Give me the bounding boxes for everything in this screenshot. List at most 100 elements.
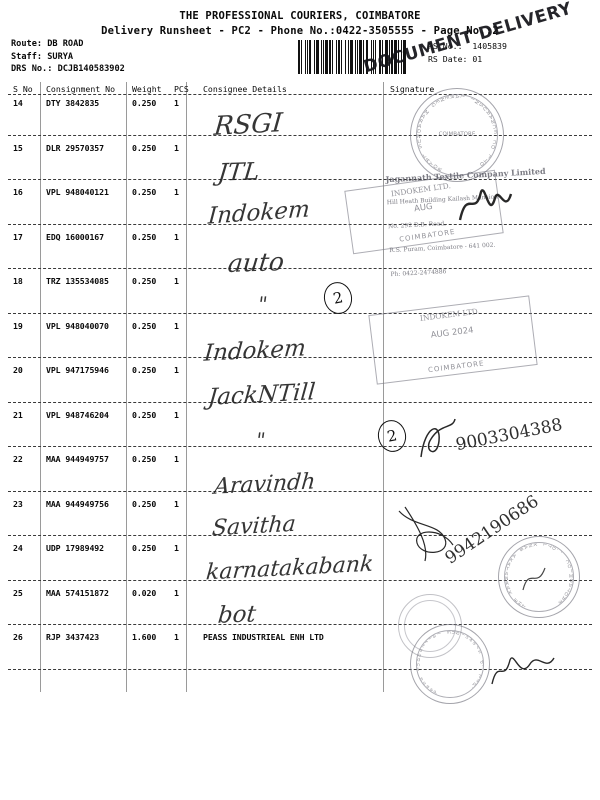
cell-consignment_no: RJP 3437423 [46,632,100,642]
cell-consignment_no: TRZ 135534085 [46,276,109,286]
cell-s_no: 20 [13,365,23,375]
column-header-s-no: S No [13,84,33,94]
signature-scribble-1 [458,189,513,221]
cell-s_no: 22 [13,454,23,464]
cell-weight: 0.250 [132,543,157,553]
cell-s_no: 16 [13,187,23,197]
signature-scribble-2 [420,418,456,458]
cell-pcs: 1 [174,231,179,242]
column-divider-consignee [383,82,384,692]
cell-pcs: 1 [174,409,179,420]
signature-scribble-4 [491,657,555,685]
cell-s_no: 19 [13,320,23,331]
royal-sundaram-core: COIMBATORE [438,131,476,138]
column-divider-consignment [126,82,127,692]
cell-weight: 0.020 [132,587,157,598]
cell-weight: 0.250 [132,454,157,464]
cell-pcs: 1 [174,632,179,642]
consignment-barcode [298,40,420,74]
cell-s_no: 26 [13,632,23,642]
cell-consignment_no: VPL 948040121 [46,187,109,197]
cell-s_no: 18 [13,276,23,286]
page-title: THE PROFESSIONAL COURIERS, COIMBATORE [179,10,421,22]
cell-consignment_no: VPL 948040070 [46,320,109,331]
row-divider [8,268,592,269]
signature-scribble-3 [398,506,454,562]
cell-consignment_no: MAA 944949757 [46,454,109,464]
cell-pcs: 1 [174,187,179,197]
cell-weight: 0.250 [132,98,157,108]
cell-pcs: 1 [174,98,179,108]
route-field: Route: DB ROAD [11,39,84,49]
column-header-pcs: PCS [174,84,189,94]
column-header-consignee-details: Consignee Details [203,84,287,94]
cell-s_no: 24 [13,543,23,553]
cell-s_no: 14 [13,98,23,108]
cell-consignment_no: MAA 574151872 [46,587,109,598]
cell-pcs: 1 [174,320,179,331]
quantity-value: 2 [331,288,345,308]
row-divider [8,579,592,581]
row-divider [8,179,592,180]
cell-consignment_no: UDP 17989492 [46,543,104,553]
page-subtitle: Delivery Runsheet - PC2 - Phone No.:0422… [101,25,499,37]
row-divider [8,312,592,314]
row-divider [8,401,592,403]
handwritten-note-row-25: bot [216,601,258,629]
cell-weight: 0.250 [132,187,157,197]
handwritten-note-row-23: Savitha [210,511,297,542]
column-divider-sno [40,82,41,692]
row-divider [8,535,592,536]
row-divider [8,134,592,136]
row-divider [8,446,592,447]
cell-pcs: 1 [174,365,179,375]
cell-s_no: 23 [13,498,23,509]
cell-weight: 1.600 [132,632,157,642]
cell-weight: 0.250 [132,365,157,375]
row-divider [8,624,592,625]
column-divider-weight [186,82,187,692]
cell-pcs: 1 [174,543,179,553]
cell-consignment_no: MAA 944949756 [46,498,109,509]
table-bottom-divider [8,668,592,670]
cell-weight: 0.250 [132,409,157,420]
cell-consignment_no: VPL 948746204 [46,409,109,420]
handwritten-note-row-19: Indokem [202,335,307,367]
cell-weight: 0.250 [132,142,157,153]
handwritten-note-row-17: auto [226,246,286,279]
cell-pcs: 1 [174,498,179,509]
cell-consignment_no: DLR 29570357 [46,142,104,153]
column-header-consignment-no: Consignment No [46,84,116,94]
cell-consignee: PEASS INDUSTRIEAL ENH LTD [203,632,324,642]
drs-number-field: DRS No.: DCJB140583902 [11,64,125,75]
cell-pcs: 1 [174,276,179,286]
jagannath-line5: Ph: 0422-2474886 [390,268,447,279]
cell-s_no: 15 [13,142,23,153]
runsheet-table: S No Consignment No Weight PCS Consignee Det… [8,82,592,692]
rs-number-field: RS No.: 1405839 [428,41,507,51]
staff-field: Staff: SURYA [11,51,74,62]
cell-s_no: 25 [13,587,23,598]
rs-date-field: RS Date: 01 [428,53,483,64]
bank-stamp-signature [522,567,546,591]
column-header-weight: Weight [132,84,162,94]
cell-consignment_no: EDQ 16000167 [46,231,104,242]
row-divider [8,223,592,225]
cell-pcs: 1 [174,454,179,464]
cell-weight: 0.250 [132,276,157,286]
row-divider [8,357,592,358]
cell-weight: 0.250 [132,498,157,509]
header-divider [8,94,592,95]
cell-pcs: 1 [174,142,179,153]
cell-weight: 0.250 [132,320,157,331]
cell-s_no: 21 [13,409,23,420]
cell-consignment_no: VPL 947175946 [46,365,109,375]
row-divider [8,490,592,492]
cell-pcs: 1 [174,587,179,598]
header-left-block: Route: DB ROAD Staff: SURYA DRS No.: DCJ… [11,38,125,76]
partial-stamp [398,594,462,658]
